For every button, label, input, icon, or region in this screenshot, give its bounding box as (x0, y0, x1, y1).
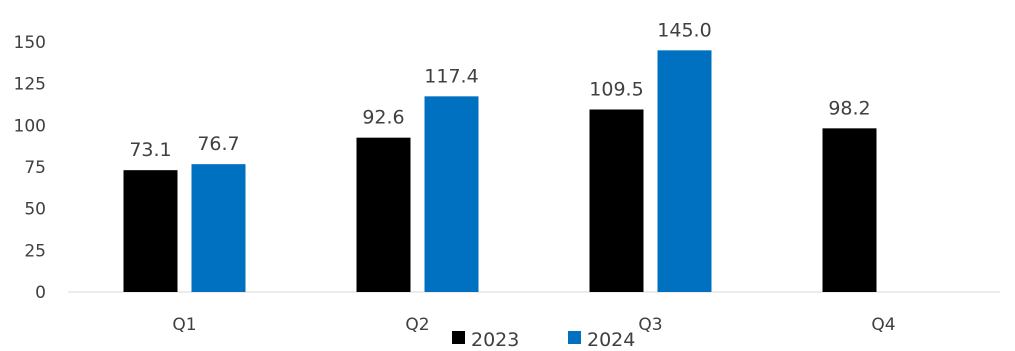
y-tick-label: 150 (14, 33, 46, 53)
bar-2024-Q3 (657, 50, 712, 293)
y-tick-label: 25 (24, 241, 46, 261)
legend: 2023 2024 (452, 329, 635, 351)
legend-swatch-2023 (452, 331, 465, 344)
x-axis: Q1 Q2 Q3 Q4 (172, 315, 895, 335)
y-tick-label: 0 (35, 283, 46, 303)
bar-2024-Q2 (424, 96, 479, 292)
x-tick-label-Q1: Q1 (172, 315, 196, 335)
bar-2023-Q1 (123, 170, 178, 292)
data-label-2024-Q1: 76.7 (197, 133, 239, 155)
x-tick-label-Q3: Q3 (638, 315, 662, 335)
bar-2023-Q2 (356, 137, 411, 292)
bar-2023-Q4 (822, 128, 877, 292)
data-label-2024-Q2: 117.4 (424, 65, 478, 87)
data-label-2023-Q2: 92.6 (362, 107, 404, 129)
data-label-2023-Q1: 73.1 (129, 139, 171, 161)
data-label-2023-Q3: 109.5 (589, 79, 643, 101)
legend-label-2023: 2023 (471, 329, 519, 347)
y-tick-label: 125 (14, 75, 46, 95)
y-tick-label: 100 (14, 116, 46, 136)
legend-label-2024: 2024 (587, 329, 635, 347)
bar-2023-Q3 (589, 109, 644, 292)
legend-swatch-2024 (568, 331, 581, 344)
bar-series-group (123, 50, 877, 293)
x-tick-label-Q4: Q4 (871, 315, 895, 335)
x-tick-label-Q2: Q2 (405, 315, 429, 335)
data-label-2023-Q4: 98.2 (828, 97, 870, 119)
data-label-2024-Q3: 145.0 (657, 19, 711, 41)
y-tick-label: 50 (24, 200, 46, 220)
y-tick-label: 75 (24, 158, 46, 178)
y-axis: 0 25 50 75 100 125 150 (14, 33, 46, 303)
bar-2024-Q1 (191, 164, 246, 292)
data-label-group: 73.1 76.7 92.6 117.4 109.5 145.0 98.2 (129, 19, 870, 161)
